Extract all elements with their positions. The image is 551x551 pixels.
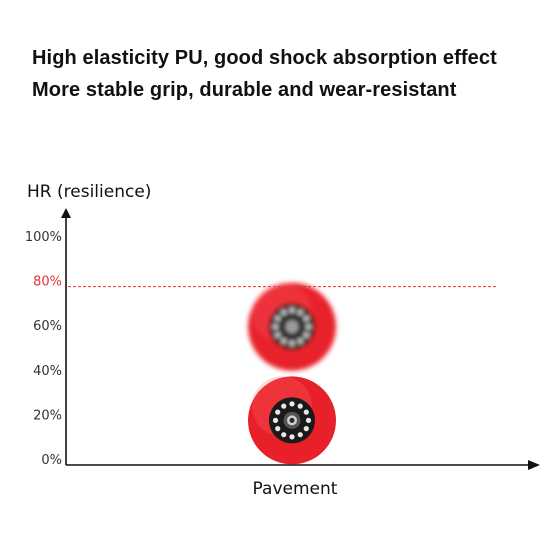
wheel-spoke-hole <box>297 309 303 316</box>
y-tick-label: 100% <box>25 230 62 245</box>
axes <box>61 208 540 470</box>
y-tick-label: 60% <box>33 319 62 334</box>
wheel-spoke-hole <box>289 307 295 313</box>
wheel-spoke-hole <box>275 426 281 432</box>
x-axis-arrow-icon <box>528 460 540 470</box>
wheel-spoke-hole <box>289 401 295 407</box>
wheel-axle <box>289 324 295 330</box>
wheel-spoke-hole <box>275 315 281 322</box>
wheel-spoke-hole <box>281 309 287 316</box>
wheel-spoke-hole <box>272 324 279 330</box>
wheel-spoke-hole <box>297 403 303 409</box>
wheel-spoke-hole <box>289 434 295 440</box>
wheel-spoke-hole <box>303 332 309 338</box>
wheel-axle <box>289 417 295 423</box>
y-tick-label: 80% <box>33 275 62 290</box>
wheel-spoke-hole <box>303 426 309 432</box>
wheel-spoke-hole <box>281 338 287 344</box>
headline-line-2: More stable grip, durable and wear-resis… <box>32 79 457 101</box>
wheel-spoke-hole <box>275 332 281 338</box>
wheel-spoke-hole <box>281 432 287 438</box>
wheel-spoke-hole <box>272 417 279 423</box>
y-axis-arrow-icon <box>61 208 71 218</box>
wheel-spoke-hole <box>297 338 303 344</box>
data-points <box>248 282 336 465</box>
wheel-spoke-hole <box>297 432 303 438</box>
y-axis-title: HR (resilience) <box>27 182 151 202</box>
y-tick-labels: 0% 20% 40% 60% 80% 100% <box>25 230 62 468</box>
wheel-icon <box>248 376 336 465</box>
wheel-spoke-hole <box>303 315 309 322</box>
wheel-spoke-hole <box>305 417 312 423</box>
y-tick-label: 40% <box>33 364 62 379</box>
x-axis-title: Pavement <box>253 479 338 499</box>
wheel-spoke-hole <box>305 324 312 330</box>
wheel-spoke-hole <box>303 409 309 415</box>
y-tick-label: 20% <box>33 408 62 423</box>
wheel-icon <box>248 282 336 371</box>
wheel-spoke-hole <box>289 340 295 346</box>
y-tick-label: 0% <box>41 453 62 468</box>
wheel-spoke-hole <box>275 409 281 415</box>
wheel-spoke-hole <box>281 403 287 409</box>
headline-line-1: High elasticity PU, good shock absorptio… <box>32 47 497 69</box>
